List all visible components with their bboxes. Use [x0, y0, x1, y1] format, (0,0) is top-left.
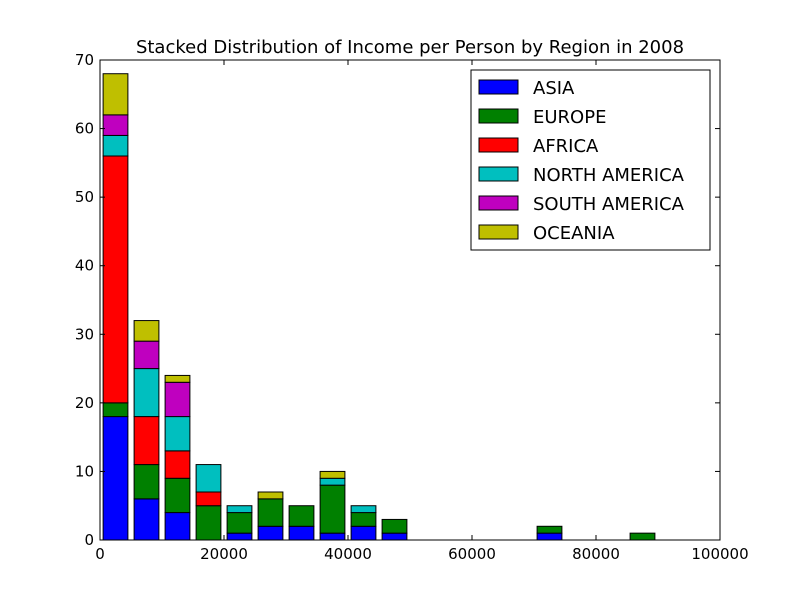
- legend-swatch-africa: [478, 137, 519, 153]
- bar-asia-bin-0: [102, 416, 129, 541]
- bar-asia-bin-14: [536, 532, 563, 541]
- y-tick-label: 40: [75, 257, 94, 275]
- bar-africa-bin-2: [164, 450, 191, 479]
- bar-europe-bin-9: [381, 518, 408, 534]
- bar-africa-bin-0: [102, 155, 129, 404]
- bar-europe-bin-6: [288, 505, 315, 527]
- axes-frame: [99, 59, 721, 541]
- bar-europe-bin-7: [319, 484, 346, 534]
- bar-africa-bin-1: [133, 416, 160, 466]
- bar-north-america-bin-8: [350, 505, 377, 514]
- bar-asia-bin-5: [257, 525, 284, 541]
- bar-oceania-bin-0: [102, 73, 129, 116]
- bar-asia-bin-8: [350, 525, 377, 541]
- x-tick-label: 40000: [324, 545, 372, 563]
- bar-europe-bin-4: [226, 512, 253, 534]
- bar-south-america-bin-1: [133, 340, 160, 370]
- legend-label-south-america: SOUTH AMERICA: [533, 194, 685, 215]
- legend-label-africa: AFRICA: [533, 136, 599, 157]
- bar-oceania-bin-2: [164, 374, 191, 383]
- x-tick-label: 100000: [691, 545, 748, 563]
- chart-title: Stacked Distribution of Income per Perso…: [136, 37, 684, 58]
- y-tick-label: 60: [75, 120, 94, 138]
- legend-label-north-america: NORTH AMERICA: [533, 165, 685, 186]
- y-tick-label: 30: [75, 325, 94, 343]
- legend: ASIA EUROPE AFRICA NORTH AMERICA SOUTH AMERI…: [470, 69, 711, 251]
- bar-asia-bin-6: [288, 525, 315, 541]
- legend-swatch-north-america: [478, 166, 519, 182]
- bar-south-america-bin-2: [164, 381, 191, 418]
- legend-label-oceania: OCEANIA: [533, 223, 615, 244]
- bar-asia-bin-1: [133, 498, 160, 541]
- y-tick-label: 70: [75, 51, 94, 69]
- bar-asia-bin-7: [319, 532, 346, 541]
- y-tick-label: 0: [84, 531, 94, 549]
- x-tick-label: 60000: [448, 545, 496, 563]
- bar-oceania-bin-1: [133, 320, 160, 342]
- bar-south-america-bin-0: [102, 114, 129, 136]
- bar-europe-bin-1: [133, 464, 160, 500]
- bar-europe-bin-3: [195, 505, 222, 541]
- bar-north-america-bin-7: [319, 477, 346, 486]
- bar-europe-bin-17: [629, 532, 656, 541]
- x-tick-label: 20000: [200, 545, 248, 563]
- legend-swatch-oceania: [478, 224, 519, 240]
- y-tick-label: 20: [75, 394, 94, 412]
- bar-europe-bin-14: [536, 525, 563, 534]
- bar-europe-bin-8: [350, 512, 377, 527]
- bar-europe-bin-5: [257, 498, 284, 527]
- y-tick-label: 50: [75, 188, 94, 206]
- bar-asia-bin-2: [164, 512, 191, 541]
- bar-north-america-bin-1: [133, 368, 160, 418]
- legend-label-europe: EUROPE: [533, 107, 606, 128]
- bar-north-america-bin-3: [195, 464, 222, 493]
- bar-north-america-bin-2: [164, 416, 191, 452]
- legend-swatch-europe: [478, 108, 519, 124]
- bar-africa-bin-3: [195, 491, 222, 507]
- y-tick-label: 10: [75, 462, 94, 480]
- bar-europe-bin-0: [102, 402, 129, 418]
- bar-oceania-bin-5: [257, 491, 284, 500]
- x-tick-label: 80000: [572, 545, 620, 563]
- bars-layer: [102, 73, 656, 541]
- bar-asia-bin-9: [381, 532, 408, 541]
- bar-europe-bin-2: [164, 477, 191, 514]
- ticks-layer: 0 20000 40000 60000 80000 100000 0 10 20 30 40 50 60…: [75, 51, 749, 563]
- bar-oceania-bin-7: [319, 470, 346, 479]
- bar-asia-bin-4: [226, 532, 253, 541]
- bar-north-america-bin-0: [102, 134, 129, 157]
- legend-swatch-asia: [478, 79, 519, 95]
- x-tick-label: 0: [95, 545, 105, 563]
- legend-box: [470, 69, 711, 251]
- bar-north-america-bin-4: [226, 505, 253, 514]
- legend-swatch-south-america: [478, 195, 519, 211]
- legend-label-asia: ASIA: [533, 78, 575, 99]
